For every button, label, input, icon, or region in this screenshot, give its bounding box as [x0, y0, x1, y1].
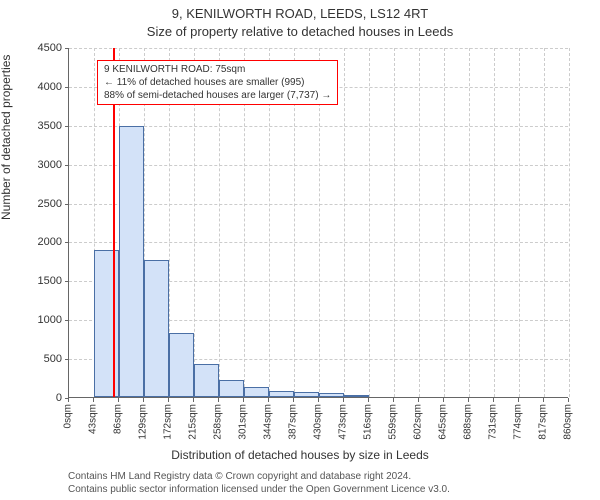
- x-tick-label: 473sqm: [338, 404, 349, 440]
- gridline-v: [544, 48, 545, 397]
- x-tick-mark: [518, 398, 519, 402]
- gridline-v: [344, 48, 345, 397]
- y-tick-label: 2000: [8, 236, 68, 248]
- x-tick-mark: [93, 398, 94, 402]
- x-tick-mark: [418, 398, 419, 402]
- annotation-line2: ← 11% of detached houses are smaller (99…: [104, 76, 331, 89]
- y-tick-label: 1000: [8, 314, 68, 326]
- x-tick-mark: [343, 398, 344, 402]
- x-tick-label: 817sqm: [538, 404, 549, 440]
- x-tick-mark: [443, 398, 444, 402]
- y-tick-label: 0: [8, 392, 68, 404]
- gridline-v: [419, 48, 420, 397]
- x-tick-mark: [243, 398, 244, 402]
- x-tick-mark: [543, 398, 544, 402]
- y-tick-mark: [65, 204, 69, 205]
- x-tick-mark: [318, 398, 319, 402]
- x-tick-label: 430sqm: [313, 404, 324, 440]
- x-tick-mark: [393, 398, 394, 402]
- x-tick-label: 86sqm: [113, 404, 124, 434]
- annotation-line1: 9 KENILWORTH ROAD: 75sqm: [104, 63, 331, 76]
- x-axis-label: Distribution of detached houses by size …: [0, 448, 600, 462]
- y-tick-label: 3500: [8, 120, 68, 132]
- x-tick-mark: [143, 398, 144, 402]
- footer-line1: Contains HM Land Registry data © Crown c…: [68, 470, 450, 483]
- footer-attribution: Contains HM Land Registry data © Crown c…: [68, 470, 450, 496]
- x-tick-mark: [568, 398, 569, 402]
- y-tick-label: 4000: [8, 81, 68, 93]
- y-tick-mark: [65, 359, 69, 360]
- chart-title-line2: Size of property relative to detached ho…: [0, 24, 600, 39]
- x-tick-mark: [368, 398, 369, 402]
- histogram-bar: [219, 380, 244, 397]
- gridline-v: [494, 48, 495, 397]
- y-axis-ticks: 050010001500200025003000350040004500: [0, 48, 68, 398]
- annotation-line3: 88% of semi-detached houses are larger (…: [104, 89, 331, 102]
- gridline-v: [519, 48, 520, 397]
- histogram-bar: [294, 392, 319, 397]
- y-tick-label: 2500: [8, 198, 68, 210]
- x-tick-label: 301sqm: [238, 404, 249, 440]
- x-tick-mark: [293, 398, 294, 402]
- y-tick-label: 3000: [8, 159, 68, 171]
- y-tick-mark: [65, 165, 69, 166]
- gridline-v: [569, 48, 570, 397]
- histogram-bar: [144, 260, 169, 397]
- y-tick-mark: [65, 281, 69, 282]
- y-tick-mark: [65, 242, 69, 243]
- x-tick-label: 860sqm: [563, 404, 574, 440]
- x-tick-label: 688sqm: [463, 404, 474, 440]
- x-tick-label: 172sqm: [163, 404, 174, 440]
- x-tick-label: 559sqm: [388, 404, 399, 440]
- footer-line2: Contains public sector information licen…: [68, 483, 450, 496]
- x-tick-mark: [268, 398, 269, 402]
- histogram-bar: [169, 333, 194, 397]
- x-tick-label: 645sqm: [438, 404, 449, 440]
- x-tick-label: 387sqm: [288, 404, 299, 440]
- x-tick-mark: [193, 398, 194, 402]
- x-tick-label: 344sqm: [263, 404, 274, 440]
- histogram-bar: [344, 395, 369, 397]
- gridline-v: [394, 48, 395, 397]
- x-tick-label: 0sqm: [63, 404, 74, 428]
- plot-area: 9 KENILWORTH ROAD: 75sqm← 11% of detache…: [68, 48, 568, 398]
- x-tick-mark: [68, 398, 69, 402]
- x-tick-mark: [218, 398, 219, 402]
- y-tick-mark: [65, 320, 69, 321]
- x-tick-label: 602sqm: [413, 404, 424, 440]
- y-tick-label: 4500: [8, 42, 68, 54]
- gridline-v: [369, 48, 370, 397]
- histogram-bar: [319, 393, 344, 397]
- histogram-bar: [194, 364, 219, 397]
- x-tick-mark: [118, 398, 119, 402]
- y-tick-mark: [65, 87, 69, 88]
- x-tick-mark: [468, 398, 469, 402]
- histogram-bar: [244, 387, 269, 397]
- x-axis-ticks: 0sqm43sqm86sqm129sqm172sqm215sqm258sqm30…: [68, 398, 568, 448]
- x-tick-label: 215sqm: [188, 404, 199, 440]
- x-tick-label: 774sqm: [513, 404, 524, 440]
- gridline-v: [469, 48, 470, 397]
- histogram-bar: [269, 391, 294, 397]
- y-tick-mark: [65, 48, 69, 49]
- annotation-box: 9 KENILWORTH ROAD: 75sqm← 11% of detache…: [97, 60, 338, 105]
- x-tick-label: 129sqm: [138, 404, 149, 440]
- gridline-v: [444, 48, 445, 397]
- y-tick-mark: [65, 126, 69, 127]
- x-tick-label: 731sqm: [488, 404, 499, 440]
- x-tick-label: 258sqm: [213, 404, 224, 440]
- y-tick-label: 1500: [8, 275, 68, 287]
- x-tick-label: 43sqm: [88, 404, 99, 434]
- x-tick-mark: [493, 398, 494, 402]
- chart-title-line1: 9, KENILWORTH ROAD, LEEDS, LS12 4RT: [0, 6, 600, 21]
- x-tick-mark: [168, 398, 169, 402]
- x-tick-label: 516sqm: [363, 404, 374, 440]
- chart-container: 9, KENILWORTH ROAD, LEEDS, LS12 4RT Size…: [0, 0, 600, 500]
- y-tick-label: 500: [8, 353, 68, 365]
- histogram-bar: [94, 250, 119, 397]
- histogram-bar: [119, 126, 144, 397]
